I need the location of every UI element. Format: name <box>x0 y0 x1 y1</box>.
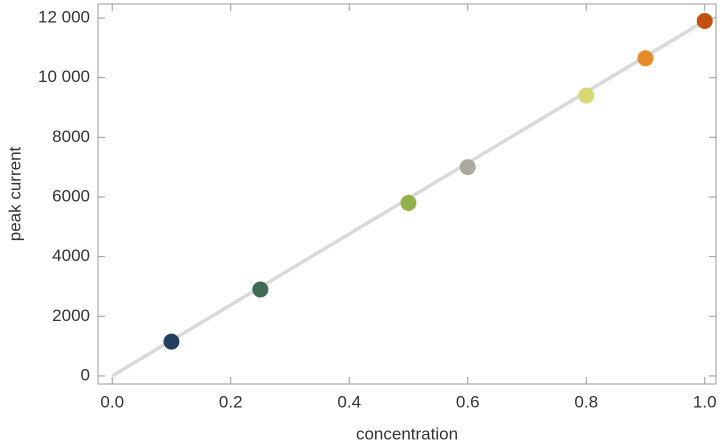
y-tick-label: 8000 <box>52 127 90 146</box>
point <box>163 333 180 350</box>
x-tick-label: 0.8 <box>574 392 598 411</box>
point <box>400 194 417 211</box>
y-tick-label: 0 <box>81 365 90 384</box>
y-tick-label: 10 000 <box>38 67 90 86</box>
point <box>696 13 713 30</box>
x-axis-label: concentration <box>356 424 458 443</box>
y-tick-label: 2000 <box>52 306 90 325</box>
y-tick-label: 12 000 <box>38 8 90 27</box>
point <box>578 87 595 104</box>
y-axis-label: peak current <box>5 146 24 241</box>
x-tick-label: 0.2 <box>219 392 243 411</box>
x-tick-label: 0.6 <box>456 392 480 411</box>
point <box>252 281 269 298</box>
x-tick-label: 0.4 <box>337 392 361 411</box>
y-tick-label: 6000 <box>52 186 90 205</box>
point <box>459 159 476 176</box>
x-tick-label: 1.0 <box>693 392 717 411</box>
y-tick-label: 4000 <box>52 246 90 265</box>
x-tick-label: 0.0 <box>100 392 124 411</box>
point <box>637 50 654 67</box>
frame <box>97 3 717 385</box>
